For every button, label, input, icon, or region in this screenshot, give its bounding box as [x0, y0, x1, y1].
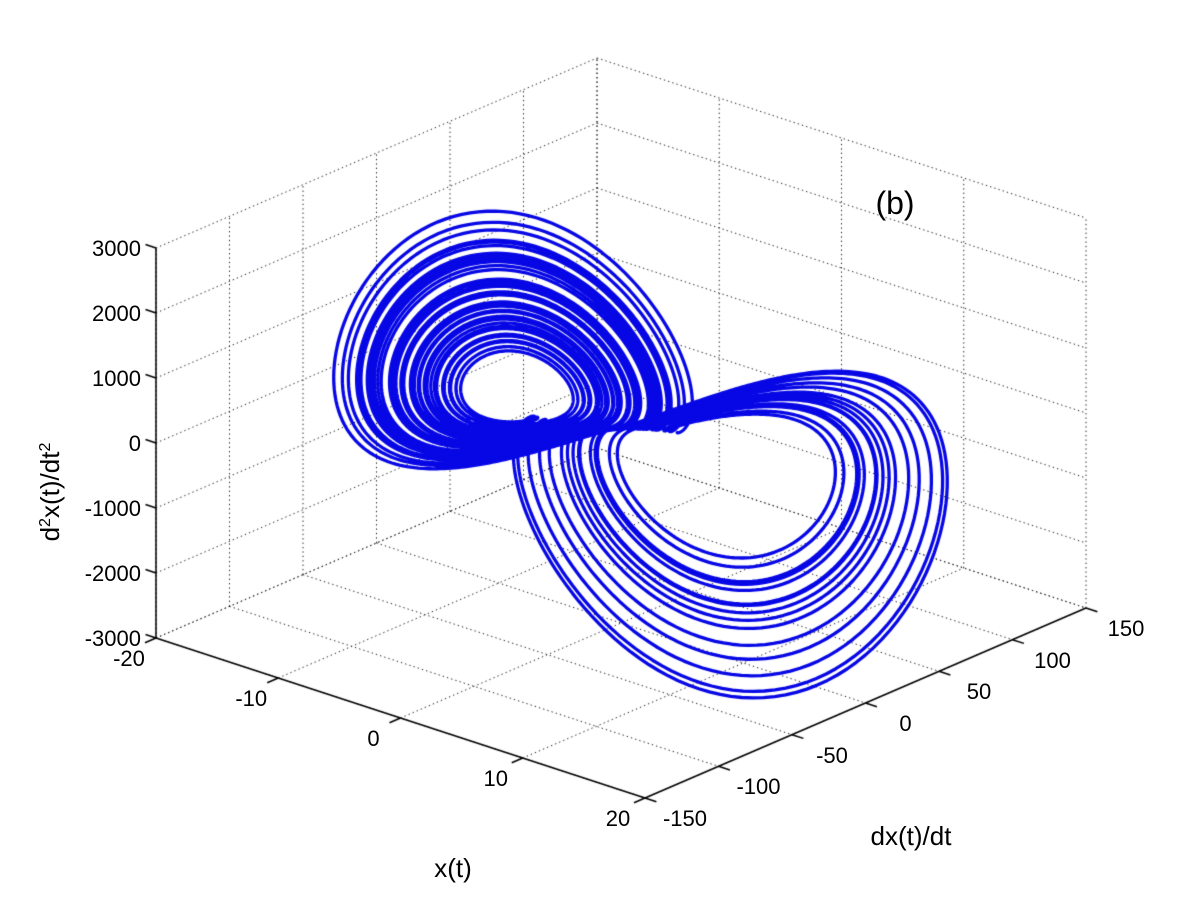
z-axis-title-text: d — [35, 526, 65, 542]
subplot-annotation: (b) — [875, 185, 915, 221]
z-axis-title: d2x(t)/dt2 — [35, 442, 65, 542]
z-axis-title-superscript: 2 — [36, 517, 55, 527]
z-axis-title-text: x(t)/dt — [35, 451, 65, 518]
x-axis-title: x(t) — [434, 853, 472, 883]
z-axis-title-superscript: 2 — [36, 442, 55, 452]
y-axis-title: dx(t)/dt — [870, 821, 952, 851]
